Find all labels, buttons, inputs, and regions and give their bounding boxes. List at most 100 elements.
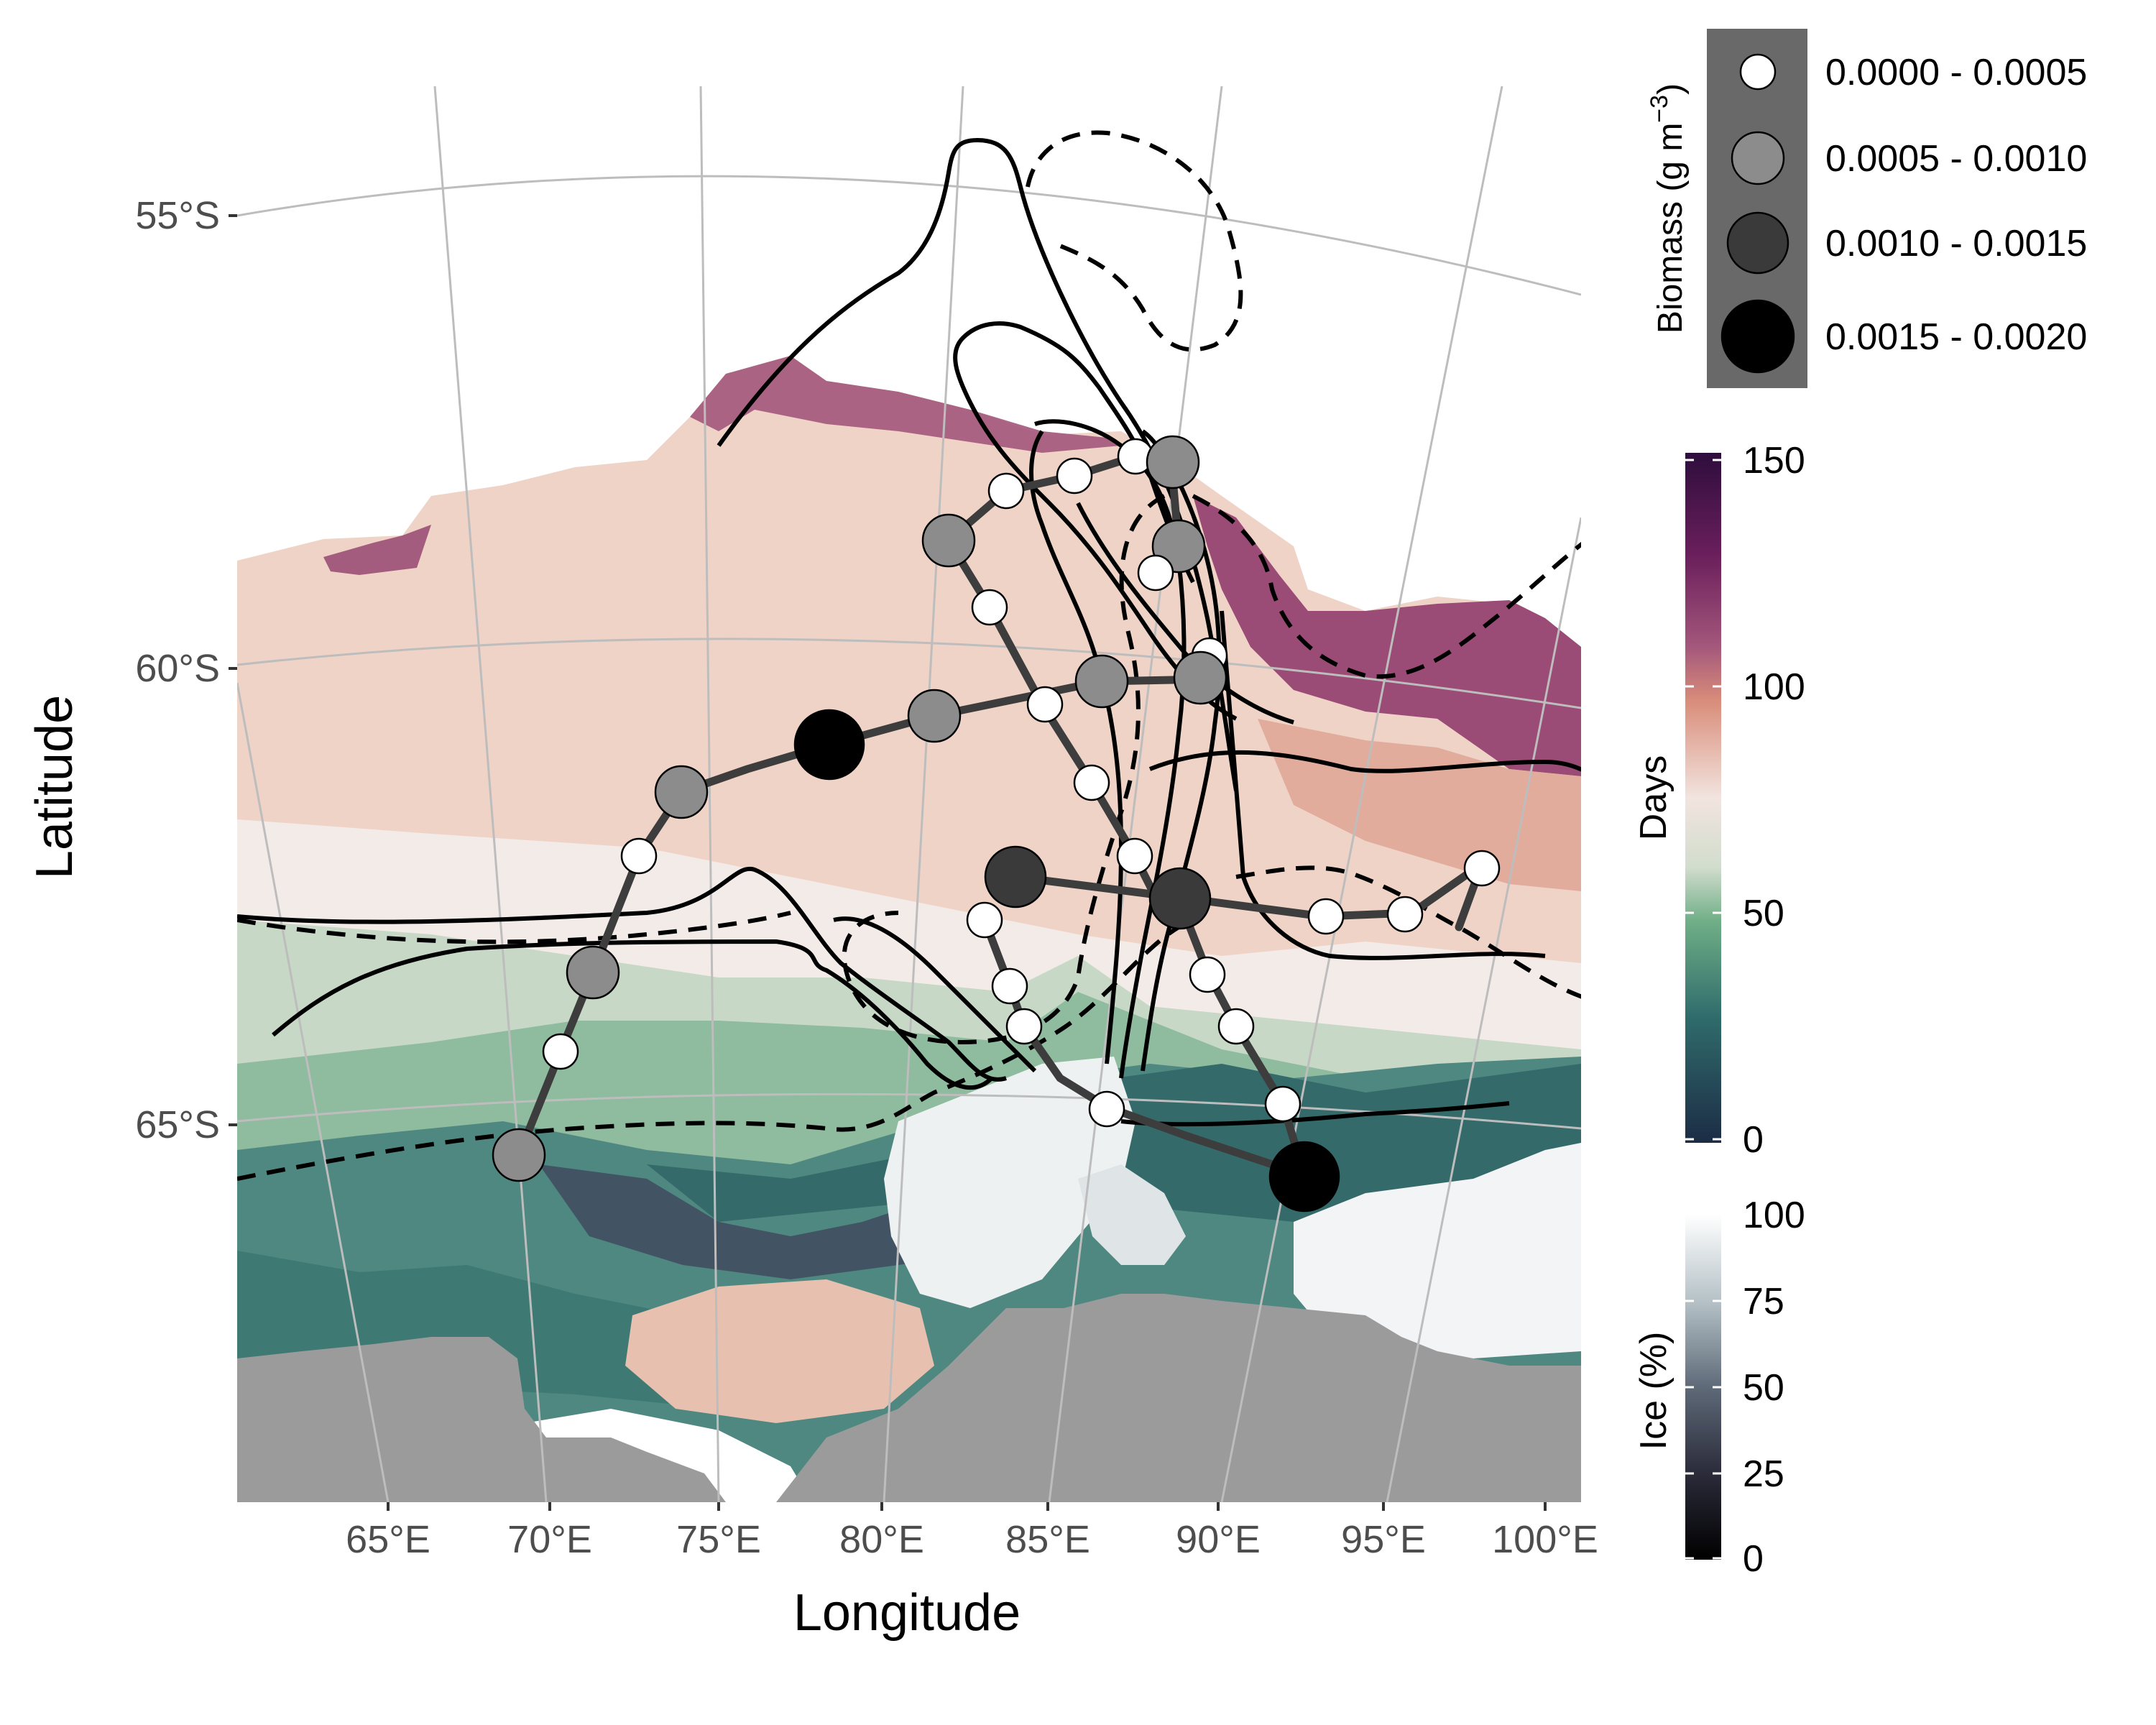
days-tick-label: 50 [1743,893,1784,934]
station-marker [566,945,620,1000]
graticule-lat-60 [237,638,1581,709]
front-line-1 [717,137,1238,791]
days-field-salmon [237,356,1581,992]
biomass-legend-label: 0.0015 - 0.0020 [1825,316,2087,358]
front-line-6 [1076,502,1294,724]
ice-field-pack [1078,1164,1186,1265]
station-marker [1074,654,1129,709]
station-marker [1137,554,1174,592]
graticule [237,86,1581,1502]
station-marker [1217,1008,1255,1045]
station-marker [907,689,962,743]
station-marker [1307,898,1345,935]
days-tick-label: 0 [1743,1119,1764,1161]
station-marker [1264,1085,1302,1123]
ice-tick-label: 100 [1743,1195,1805,1236]
biomass-key-darkgray [1726,211,1789,275]
front-line-3 [1141,429,1222,1072]
y-axis-title: Latitude [26,695,83,879]
biomass-legend: Biomass (g m−3) 0.0000 - 0.0005 0.0005 -… [1646,29,2087,388]
station-marker [1073,764,1110,801]
station-marker [991,967,1028,1005]
graticule-lon-85 [1048,86,1223,1502]
ice-colorbar: Ice (%) 100 75 50 25 0 [1633,1195,1805,1580]
x-tick-label: 65°E [346,1518,430,1561]
dashed-front-2 [842,494,1166,1045]
map-panel [237,86,1581,1502]
front-line-9 [272,939,994,1090]
days-colorbar-gradient [1685,453,1721,1143]
graticule-lon-90 [1220,86,1503,1502]
graticule-lat-55 [237,175,1581,296]
x-tick-label: 70°E [507,1518,592,1561]
antarctic-land-east [776,1294,1581,1502]
station-marker [1463,850,1501,887]
x-tick-label: 75°E [676,1518,761,1561]
station-marker [971,589,1008,626]
station-marker [921,513,976,568]
ice-tick-label: 0 [1743,1538,1764,1580]
x-axis-ticks [387,1502,1547,1511]
station-marker [987,472,1025,510]
station-marker [1173,650,1227,705]
graticule-lon-80 [883,86,964,1502]
front-line-7 [1220,610,1546,960]
ice-tick-label: 50 [1743,1367,1784,1409]
station-marker [1088,1090,1125,1128]
y-tick-label: 60°S [135,647,220,690]
biomass-legend-title: Biomass (g m−3) [1646,83,1690,334]
station-marker [492,1128,546,1182]
x-axis-title: Longitude [793,1584,1021,1642]
antarctic-land [237,1337,726,1502]
x-tick-label: 85°E [1005,1518,1090,1561]
biomass-legend-label: 0.0000 - 0.0005 [1825,52,2087,93]
graticule-lon-75 [699,86,720,1502]
days-field-purple-north [690,356,1121,453]
biomass-legend-label: 0.0010 - 0.0015 [1825,223,2087,264]
y-tick-labels: 55°S 60°S 65°S [135,194,220,1146]
ice-tick-label: 75 [1743,1281,1784,1322]
days-field-south-peach [625,1279,934,1423]
station-marker [1116,837,1153,875]
y-axis-ticks [229,214,237,1126]
ice-colorbar-title: Ice (%) [1633,1332,1674,1450]
graticule-lon-65 [237,682,390,1502]
dashed-front-5 [237,925,1180,1181]
station-marker [1148,867,1212,930]
days-tick-label: 100 [1743,666,1805,708]
days-colorbar: Days 150 100 50 0 [1633,440,1805,1161]
station-marker [1005,1008,1043,1045]
biomass-legend-label: 0.0005 - 0.0010 [1825,138,2087,180]
station-marker [1386,896,1424,933]
front-line-12 [1120,1101,1510,1127]
ice-field-central [884,1057,1135,1308]
x-tick-label: 95°E [1341,1518,1426,1561]
station-marker [1189,956,1226,993]
biomass-key-gray [1731,131,1785,185]
dashed-front-4 [237,911,791,944]
station-marker [1026,686,1064,723]
y-tick-label: 55°S [135,194,220,237]
x-tick-label: 90°E [1176,1518,1261,1561]
biomass-key-black [1720,299,1795,374]
station-marker [620,837,658,875]
days-field-purple-east [1193,496,1581,776]
station-marker [793,709,865,781]
graticule-lat-65 [237,1092,1581,1130]
station-marker [1146,435,1200,489]
y-tick-label: 65°S [135,1103,220,1146]
dashed-front-1 [1026,130,1243,352]
days-colorbar-title: Days [1633,755,1674,840]
days-field-pale-band [237,819,1581,1049]
x-tick-labels: 65°E 70°E 75°E 80°E 85°E 90°E 95°E 100°E [346,1518,1598,1561]
front-line-11 [1148,750,1581,773]
station-marker [1056,457,1093,494]
station-marker [966,901,1003,939]
station-marker [654,765,709,819]
station-marker [984,845,1047,908]
x-tick-label: 100°E [1492,1518,1598,1561]
days-tick-label: 150 [1743,440,1805,482]
x-tick-label: 80°E [839,1518,924,1561]
days-field-coral-east [1258,719,1581,891]
